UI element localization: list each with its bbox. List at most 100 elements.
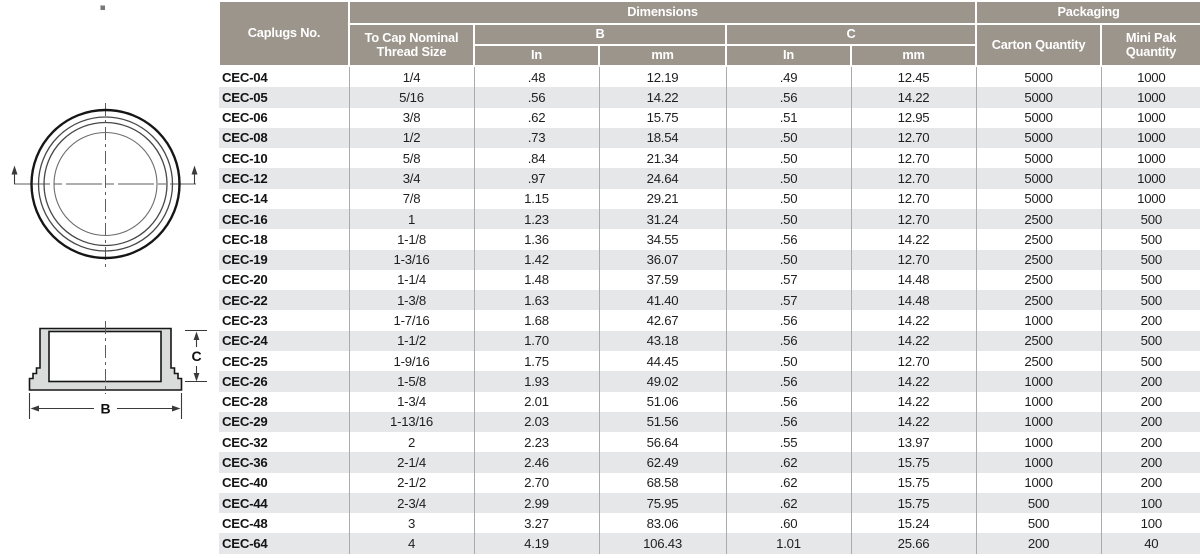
cell-carton: 5000: [975, 127, 1102, 149]
table-row: CEC-32 2 2.23 56.64.55 13.97 1000 200: [219, 432, 1200, 453]
cell-c_mm: 12.70: [850, 188, 977, 209]
col-header-c-in: In: [725, 44, 852, 67]
cell-thread: 2: [348, 432, 474, 453]
cell-c_in: .57: [725, 290, 851, 311]
cell-no: CEC-36: [222, 454, 268, 470]
table-row: CEC-29 1-13/16 2.03 51.56.56 14.22 1000 200: [219, 411, 1200, 433]
spec-table: Caplugs No. Dimensions Packaging To Cap …: [218, 0, 1200, 554]
cell-mini: 500: [1100, 330, 1200, 351]
cell-no: CEC-05: [222, 89, 268, 105]
cell-c_in: .51: [725, 107, 851, 128]
cell-thread: 1-3/4: [348, 391, 474, 412]
cell-mini: 100: [1100, 492, 1200, 514]
cell-b_mm: 15.75: [598, 107, 726, 128]
cell-no: CEC-64: [222, 536, 268, 552]
cell-no: CEC-24: [222, 333, 268, 349]
cell-no: CEC-10: [222, 150, 268, 166]
cell-carton: 1000: [975, 472, 1102, 493]
cell-c_in: .55: [725, 432, 851, 453]
cell-thread: 2-1/4: [348, 452, 474, 473]
cell-b_mm: 12.19: [598, 66, 726, 88]
cell-no: CEC-44: [222, 495, 268, 511]
cell-thread: 1-3/16: [348, 249, 474, 270]
cell-no: CEC-08: [222, 130, 268, 146]
cell-mini: 1000: [1100, 168, 1200, 189]
cell-c_in: .50: [725, 208, 851, 230]
cell-no: CEC-26: [222, 373, 268, 389]
cell-c_in: .62: [725, 492, 851, 514]
cell-thread: 1/4: [348, 66, 474, 88]
col-group-dimensions: Dimensions: [347, 0, 978, 25]
cell-no: CEC-04: [222, 69, 268, 85]
table-row: CEC-22 1-3/8 1.63 41.40.57 14.48 2500 500: [219, 290, 1200, 311]
table-row: CEC-06 3/8.62 15.75.51 12.95 5000 1000: [219, 107, 1200, 128]
cell-c_mm: 25.66: [850, 533, 977, 554]
cell-no: CEC-23: [222, 313, 268, 329]
cell-b_mm: 44.45: [598, 350, 726, 372]
cell-c_mm: 14.22: [850, 371, 977, 392]
table-row: CEC-18 1-1/8 1.36 34.55.56 14.22 2500 500: [219, 229, 1200, 250]
cell-mini: 500: [1100, 350, 1200, 372]
cell-b_in: 3.27: [473, 513, 599, 534]
cell-thread: 3/8: [348, 107, 474, 128]
spec-table-body: CEC-04 1/4.48 12.19.49 12.45 5000 1000 CEC-05 5…: [219, 66, 1200, 554]
cell-b_in: .73: [473, 127, 599, 149]
cell-c_in: .49: [725, 66, 851, 88]
cell-b_mm: 31.24: [598, 208, 726, 230]
cell-b_mm: 51.06: [598, 391, 726, 412]
cell-b_in: 4.19: [473, 533, 599, 554]
cell-no: CEC-06: [222, 110, 268, 126]
cell-mini: 200: [1100, 411, 1200, 433]
cell-c_in: .50: [725, 168, 851, 189]
cell-b_in: 1.70: [473, 330, 599, 351]
cell-mini: 200: [1100, 432, 1200, 453]
cell-b_mm: 14.22: [598, 87, 726, 108]
cell-carton: 5000: [975, 107, 1102, 128]
cell-b_in: .48: [473, 66, 599, 88]
table-row: CEC-14 7/8 1.15 29.21.50 12.70 5000 1000: [219, 188, 1200, 209]
cell-carton: 5000: [975, 188, 1102, 209]
cell-carton: 1000: [975, 411, 1102, 433]
cell-no: CEC-25: [222, 353, 268, 369]
table-row: CEC-16 1 1.23 31.24.50 12.70 2500 500: [219, 208, 1200, 230]
cell-carton: 1000: [975, 432, 1102, 453]
cell-carton: 500: [975, 513, 1102, 534]
cell-b_in: 1.75: [473, 350, 599, 372]
cell-thread: 3: [348, 513, 474, 534]
cell-thread: 1-1/2: [348, 330, 474, 351]
cell-b_mm: 62.49: [598, 452, 726, 473]
table-row: CEC-10 5/8.84 21.34.50 12.70 5000 1000: [219, 148, 1200, 169]
cell-no: CEC-18: [222, 231, 268, 247]
cell-c_mm: 12.70: [850, 208, 977, 230]
cell-b_in: .56: [473, 87, 599, 108]
table-row: CEC-08 1/2.73 18.54.50 12.70 5000 1000: [219, 127, 1200, 149]
cell-b_in: 2.23: [473, 432, 599, 453]
cell-b_in: 1.63: [473, 290, 599, 311]
cell-no: CEC-32: [222, 434, 268, 450]
cell-c_mm: 14.22: [850, 330, 977, 351]
cell-b_mm: 51.56: [598, 411, 726, 433]
cell-c_in: .50: [725, 188, 851, 209]
cell-carton: 1000: [975, 310, 1102, 331]
cell-mini: 1000: [1100, 87, 1200, 108]
cell-thread: 1-3/8: [348, 290, 474, 311]
table-row: CEC-24 1-1/2 1.70 43.18.56 14.22 2500 500: [219, 330, 1200, 351]
cell-c_mm: 14.48: [850, 269, 977, 291]
cell-b_mm: 43.18: [598, 330, 726, 351]
cell-mini: 1000: [1100, 127, 1200, 149]
cell-b_in: 2.70: [473, 472, 599, 493]
cell-mini: 200: [1100, 472, 1200, 493]
cap-section-view: C B: [28, 321, 207, 419]
cell-b_mm: 18.54: [598, 127, 726, 149]
cell-c_mm: 15.75: [850, 472, 977, 493]
cell-b_in: .62: [473, 107, 599, 128]
table-row: CEC-26 1-5/8 1.93 49.02.56 14.22 1000 200: [219, 371, 1200, 392]
cell-b_mm: 37.59: [598, 269, 726, 291]
col-header-carton-quantity: Carton Quantity: [975, 23, 1103, 67]
cell-c_mm: 15.75: [850, 452, 977, 473]
cell-carton: 5000: [975, 66, 1102, 88]
cell-mini: 1000: [1100, 188, 1200, 209]
cell-thread: 1-1/4: [348, 269, 474, 291]
cell-b_in: 2.99: [473, 492, 599, 514]
